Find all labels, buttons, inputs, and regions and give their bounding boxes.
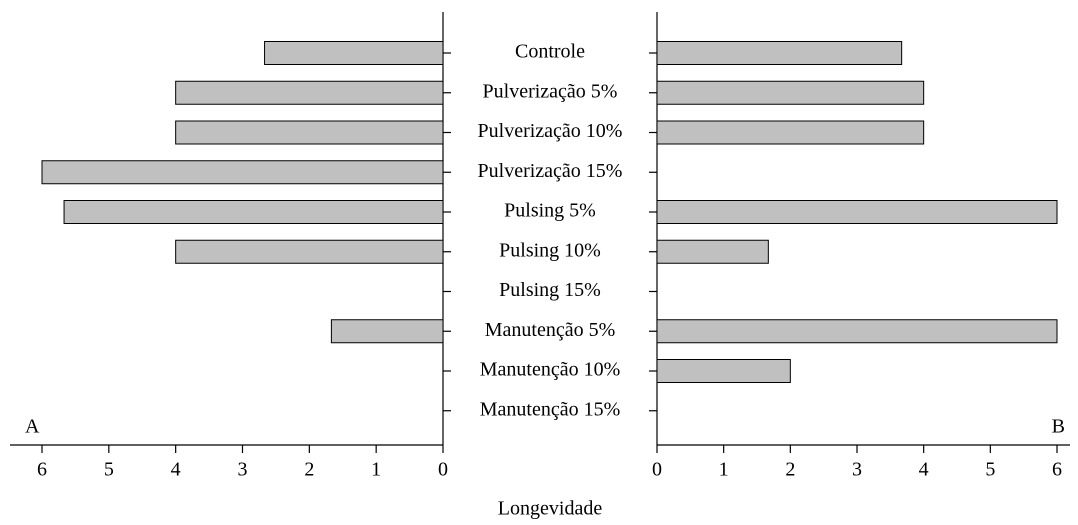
category-label: Pulverização 5%	[483, 80, 618, 102]
bar	[656, 80, 925, 105]
category-label: Manutenção 5%	[485, 319, 616, 341]
category-label: Manutenção 10%	[480, 359, 621, 381]
bar	[656, 319, 1058, 344]
x-axis-title: Longevidade	[498, 498, 603, 520]
bar	[63, 200, 444, 224]
bar	[656, 239, 769, 264]
x-tick-label: 6	[37, 459, 47, 481]
category-label: Pulverização 10%	[478, 120, 623, 142]
bar	[175, 239, 444, 264]
category-label: Manutenção 15%	[480, 398, 621, 420]
x-tick-label: 6	[1052, 459, 1062, 481]
x-tick-label: 0	[438, 459, 448, 481]
category-label: Pulsing 10%	[499, 239, 601, 261]
x-tick-label: 2	[785, 459, 795, 481]
panel-label: A	[25, 416, 40, 438]
bar	[656, 200, 1058, 224]
bar	[656, 41, 903, 65]
x-tick-label: 3	[852, 459, 862, 481]
x-tick-label: 3	[238, 459, 248, 481]
x-tick-label: 1	[371, 459, 381, 481]
bar	[41, 160, 444, 185]
category-label: Controle	[515, 41, 585, 63]
x-tick-label: 4	[919, 459, 929, 481]
x-tick-label: 4	[171, 459, 181, 481]
bar	[175, 120, 444, 145]
bar	[656, 120, 925, 145]
x-tick-label: 2	[304, 459, 314, 481]
x-tick-label: 5	[985, 459, 995, 481]
bar	[330, 319, 444, 344]
x-tick-label: 0	[652, 459, 662, 481]
category-label: Pulsing 5%	[504, 200, 596, 222]
x-tick-label: 5	[104, 459, 114, 481]
bar	[264, 41, 444, 65]
panel-label: B	[1052, 416, 1065, 438]
category-label: Pulverização 15%	[478, 160, 623, 182]
bar	[175, 80, 444, 105]
bar	[656, 359, 791, 383]
x-tick-label: 1	[719, 459, 729, 481]
category-label: Pulsing 15%	[499, 279, 601, 301]
